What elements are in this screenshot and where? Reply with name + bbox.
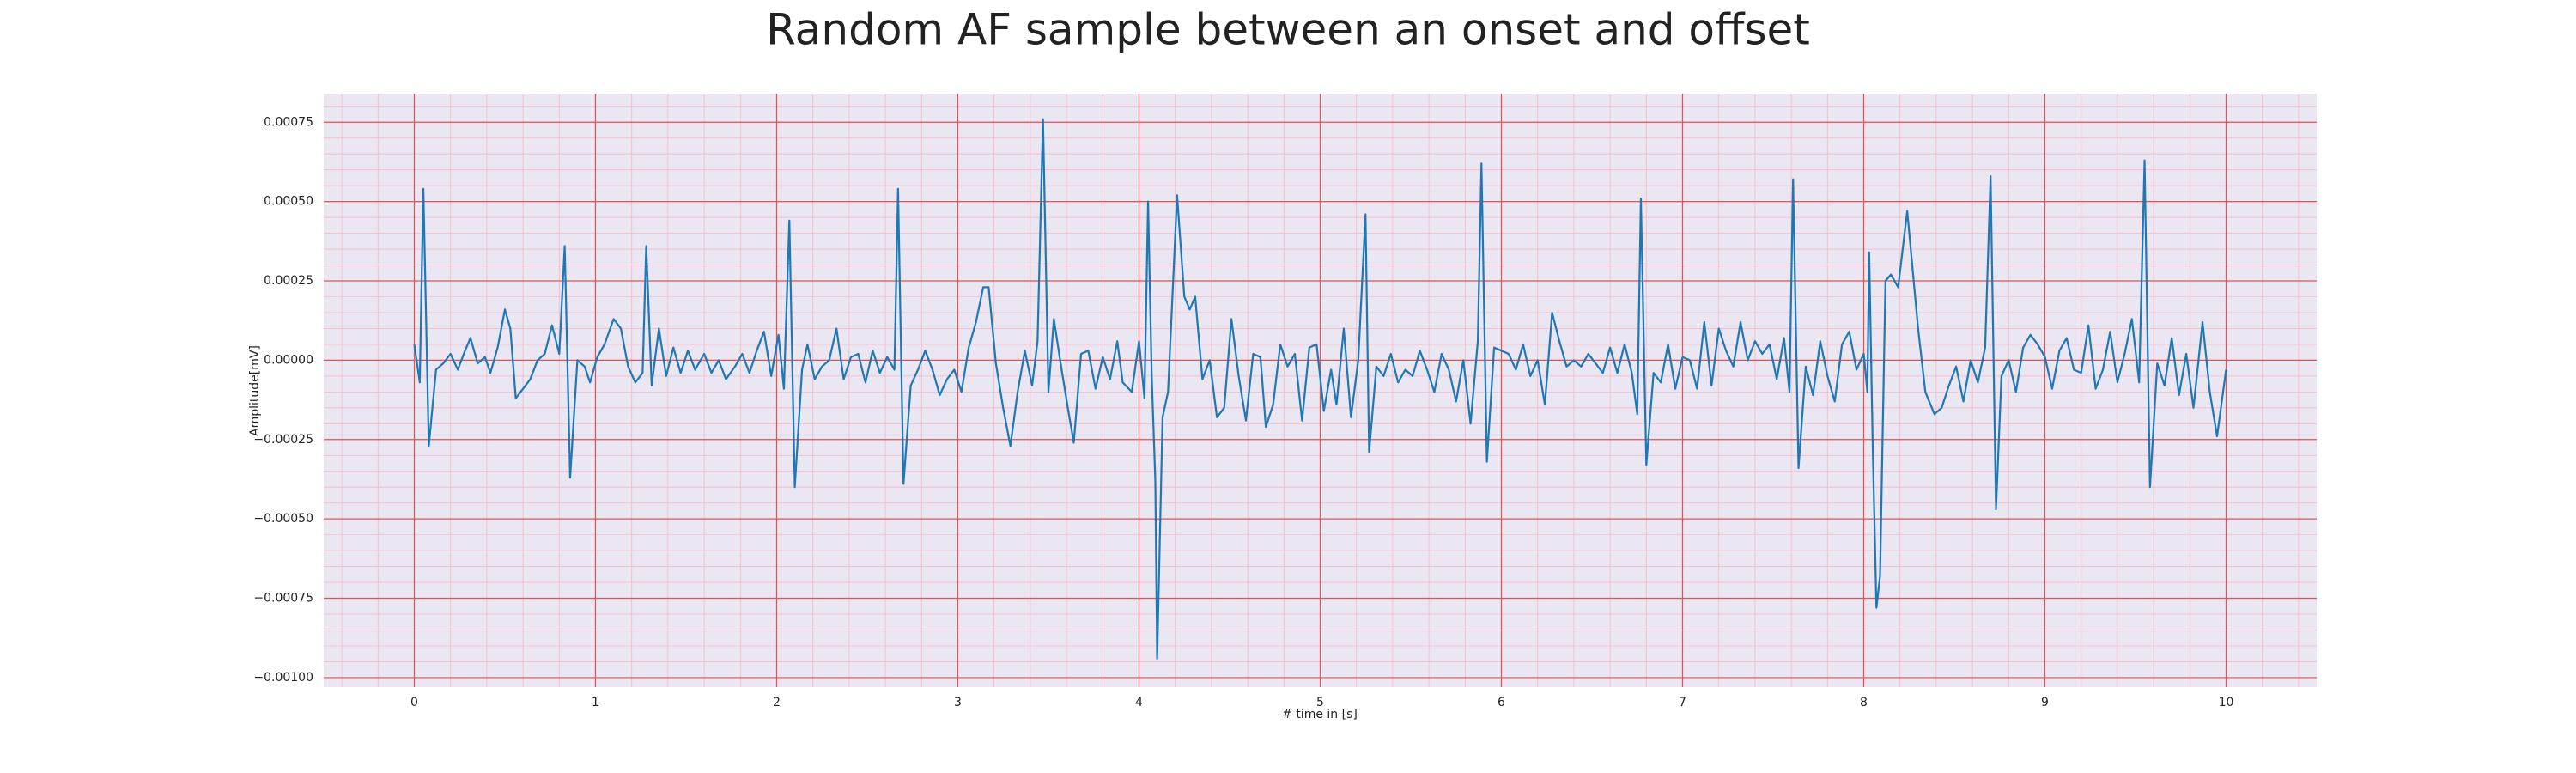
y-tick-label: 0.00075 xyxy=(264,115,313,129)
x-tick-label: 1 xyxy=(592,696,599,709)
y-axis-label: Amplitude[mV] xyxy=(248,345,262,436)
y-tick-label: −0.00075 xyxy=(253,592,313,606)
y-tick-label: 0.00000 xyxy=(264,353,313,367)
x-tick-label: 2 xyxy=(773,696,781,709)
y-tick-label: −0.00100 xyxy=(253,671,313,685)
x-tick-label: 5 xyxy=(1316,696,1324,709)
x-tick-label: 7 xyxy=(1679,696,1686,709)
y-tick-label: −0.00025 xyxy=(253,433,313,447)
chart-title: Random AF sample between an onset and of… xyxy=(766,5,1810,55)
x-tick-label: 6 xyxy=(1498,696,1505,709)
x-tick-label: 4 xyxy=(1135,696,1143,709)
y-tick-label: 0.00025 xyxy=(264,274,313,288)
marks xyxy=(413,118,2227,660)
x-tick-label: 0 xyxy=(410,696,418,709)
signal-line xyxy=(413,118,2227,660)
x-tick-label: 10 xyxy=(2219,696,2234,709)
x-tick-label: 8 xyxy=(1860,696,1868,709)
x-axis-label: # time in [s] xyxy=(1282,708,1358,721)
x-tick-label: 3 xyxy=(954,696,962,709)
x-tick-label: 9 xyxy=(2041,696,2049,709)
y-tick-label: −0.00050 xyxy=(253,512,313,526)
y-tick-label: 0.00050 xyxy=(264,195,313,209)
